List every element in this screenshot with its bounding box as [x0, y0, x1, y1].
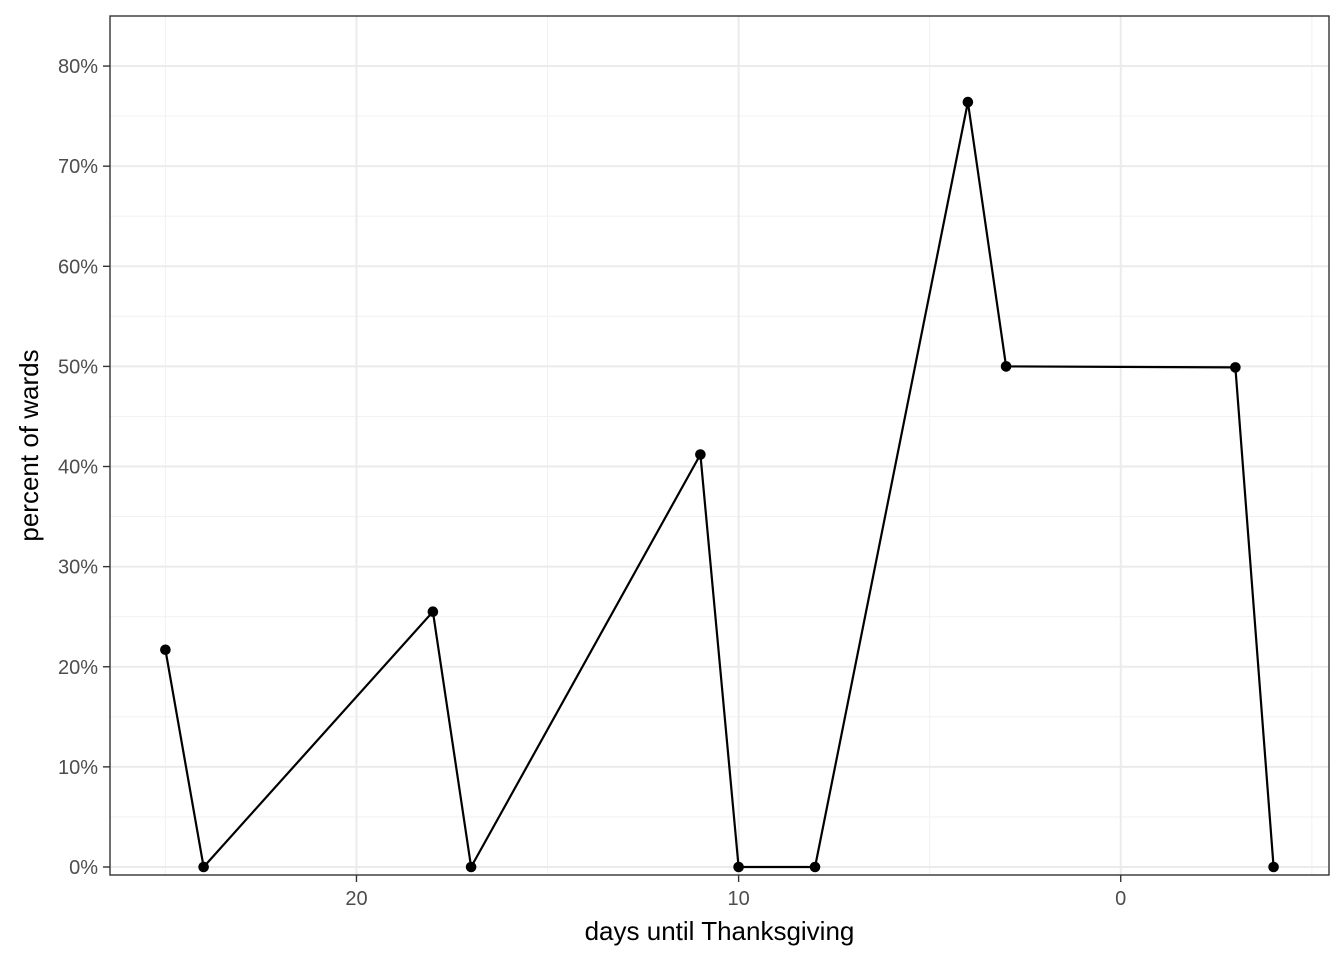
y-tick-label: 60%: [58, 256, 98, 278]
y-axis-title: percent of wards: [14, 349, 44, 541]
x-tick-label: 20: [345, 888, 367, 910]
data-point: [160, 644, 171, 656]
y-tick-label: 50%: [58, 356, 98, 378]
y-tick-label: 70%: [58, 156, 98, 178]
data-point: [733, 861, 744, 873]
data-point: [809, 861, 821, 873]
x-tick-label: 0: [1115, 888, 1126, 910]
y-tick-label: 20%: [58, 657, 98, 679]
data-point: [465, 861, 477, 873]
y-axis: 0% 10% 20% 30% 40% 50% 60% 70% 80%: [58, 56, 110, 879]
y-tick-label: 10%: [58, 757, 98, 779]
y-tick-label: 0%: [69, 857, 98, 879]
y-tick-label: 40%: [58, 457, 98, 479]
data-point: [1268, 861, 1279, 873]
x-axis: 20 10 0: [345, 875, 1126, 910]
x-tick-label: 10: [727, 888, 749, 910]
series-points-group: [160, 96, 1279, 873]
y-tick-label: 30%: [58, 557, 98, 579]
y-tick-label: 80%: [58, 56, 98, 78]
data-point: [695, 449, 706, 460]
data-point: [1000, 361, 1012, 372]
data-point: [962, 96, 974, 108]
panel-border: [109, 15, 1330, 876]
data-point: [427, 606, 439, 617]
data-point: [198, 861, 209, 873]
data-point: [1230, 362, 1241, 373]
x-axis-title: days until Thanksgiving: [585, 916, 855, 946]
